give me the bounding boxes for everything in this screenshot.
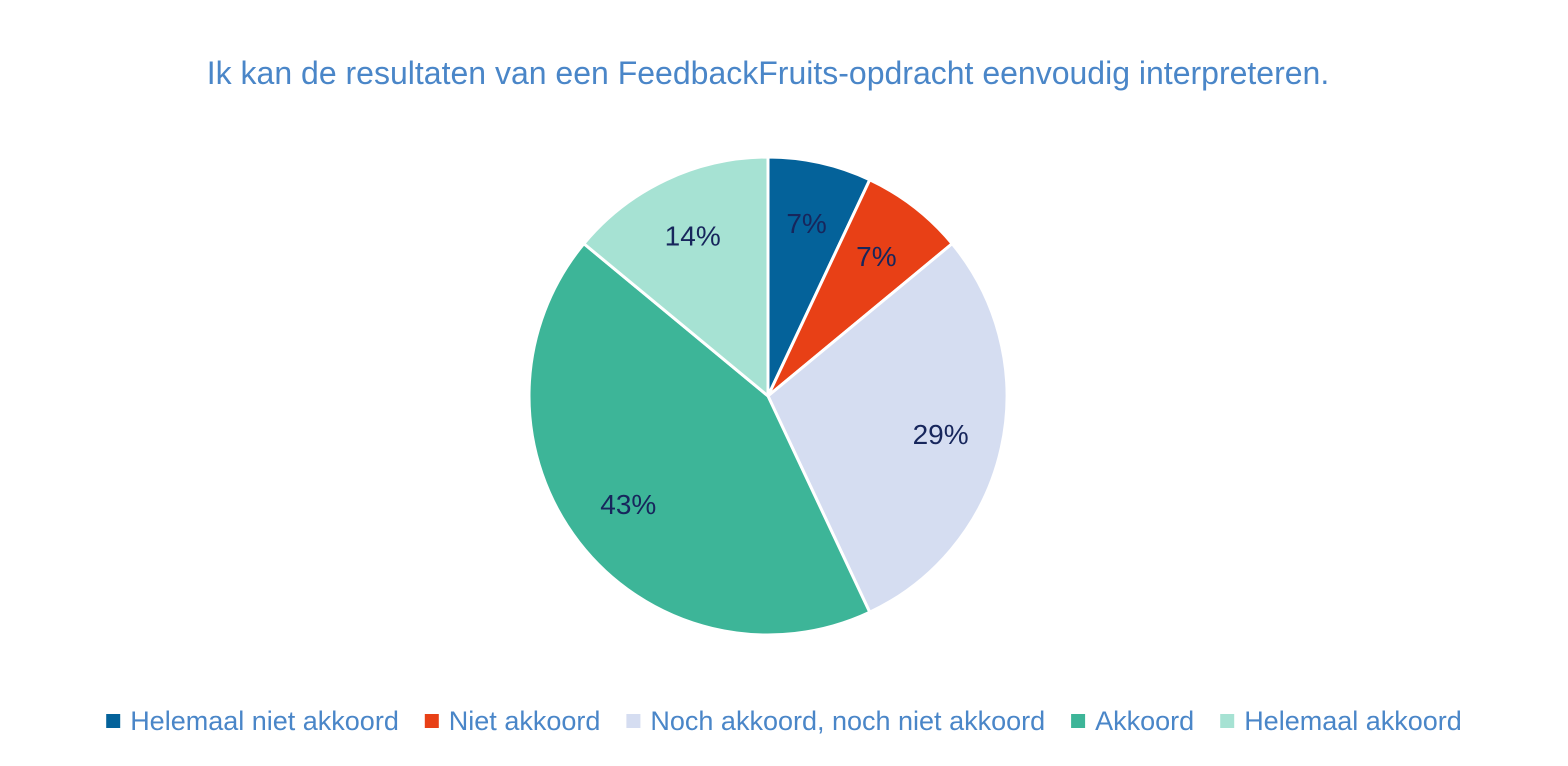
legend-item-4: Akkoord xyxy=(1071,706,1194,736)
legend-item-1: Helemaal niet akkoord xyxy=(106,706,399,736)
legend: Helemaal niet akkoord Niet akkoord Noch ak… xyxy=(106,706,1462,736)
legend-swatch-2 xyxy=(424,714,439,728)
data-label-2: 7% xyxy=(856,241,896,272)
data-label-1: 7% xyxy=(786,208,826,239)
legend-label-5: Helemaal akkoord xyxy=(1244,706,1462,736)
legend-swatch-5 xyxy=(1220,714,1235,728)
legend-item-2: Niet akkoord xyxy=(424,706,601,736)
legend-label-2: Niet akkoord xyxy=(449,706,601,736)
legend-label-3: Noch akkoord, noch niet akkoord xyxy=(650,706,1045,736)
pie-slice-2 xyxy=(766,178,954,398)
pie-slices xyxy=(527,155,1009,637)
legend-swatch-3 xyxy=(626,714,641,728)
pie-slice-1 xyxy=(766,155,872,398)
chart-title: Ik kan de resultaten van een FeedbackFru… xyxy=(207,55,1329,91)
pie-slice-4 xyxy=(527,242,872,637)
legend-item-3: Noch akkoord, noch niet akkoord xyxy=(626,706,1045,736)
legend-swatch-1 xyxy=(106,714,121,728)
legend-label-4: Akkoord xyxy=(1095,706,1194,736)
legend-item-5: Helemaal akkoord xyxy=(1220,706,1462,736)
data-labels: 7% 7% 29% 43% 14% xyxy=(600,208,968,520)
data-label-4: 43% xyxy=(600,489,656,520)
legend-swatch-4 xyxy=(1071,714,1086,728)
data-label-5: 14% xyxy=(665,221,721,252)
data-label-3: 29% xyxy=(913,419,969,450)
legend-label-1: Helemaal niet akkoord xyxy=(130,706,399,736)
pie-slice-5 xyxy=(582,155,770,398)
